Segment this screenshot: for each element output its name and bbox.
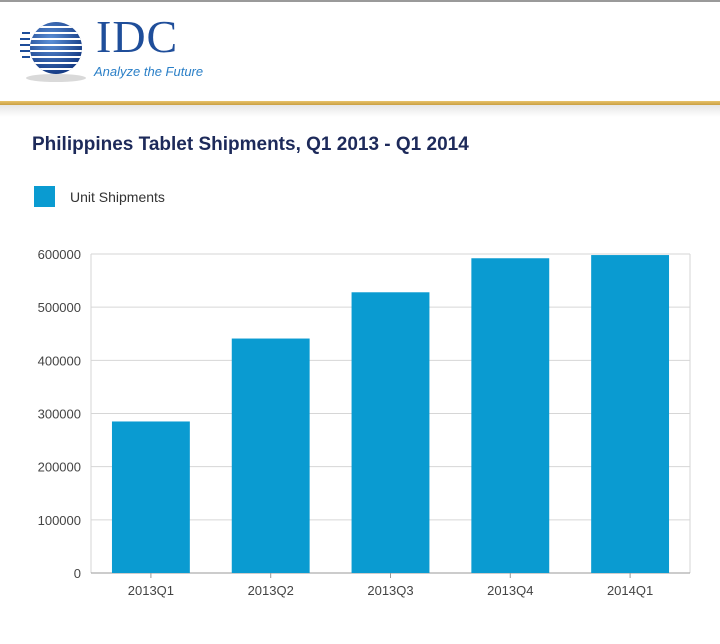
logo-tagline: Analyze the Future — [94, 64, 204, 79]
x-tick-label: 2013Q1 — [128, 583, 174, 598]
x-tick-label: 2013Q2 — [248, 583, 294, 598]
chart-title: Philippines Tablet Shipments, Q1 2013 - … — [32, 134, 469, 155]
y-tick-label: 200000 — [38, 460, 81, 475]
x-tick-label: 2013Q4 — [487, 583, 533, 598]
legend-label: Unit Shipments — [70, 189, 165, 205]
header-rule-shadow — [0, 105, 720, 117]
y-tick-label: 600000 — [38, 247, 81, 262]
bar — [231, 338, 310, 573]
top-border — [0, 0, 720, 2]
y-tick-label: 300000 — [38, 407, 81, 422]
header-rule — [0, 101, 720, 105]
logo-wordmark: IDC — [96, 11, 179, 62]
x-tick-label: 2013Q3 — [367, 583, 413, 598]
y-tick-label: 400000 — [38, 353, 81, 368]
bar — [351, 292, 430, 573]
legend-swatch — [34, 186, 55, 207]
bar — [111, 421, 190, 573]
x-tick-label: 2014Q1 — [607, 583, 653, 598]
idc-logo: IDC Analyze the Future — [20, 14, 220, 84]
globe-icon — [20, 22, 86, 82]
bar — [591, 255, 670, 573]
y-tick-label: 500000 — [38, 300, 81, 315]
y-tick-label: 0 — [74, 566, 81, 581]
bar — [471, 258, 550, 573]
y-tick-label: 100000 — [38, 513, 81, 528]
